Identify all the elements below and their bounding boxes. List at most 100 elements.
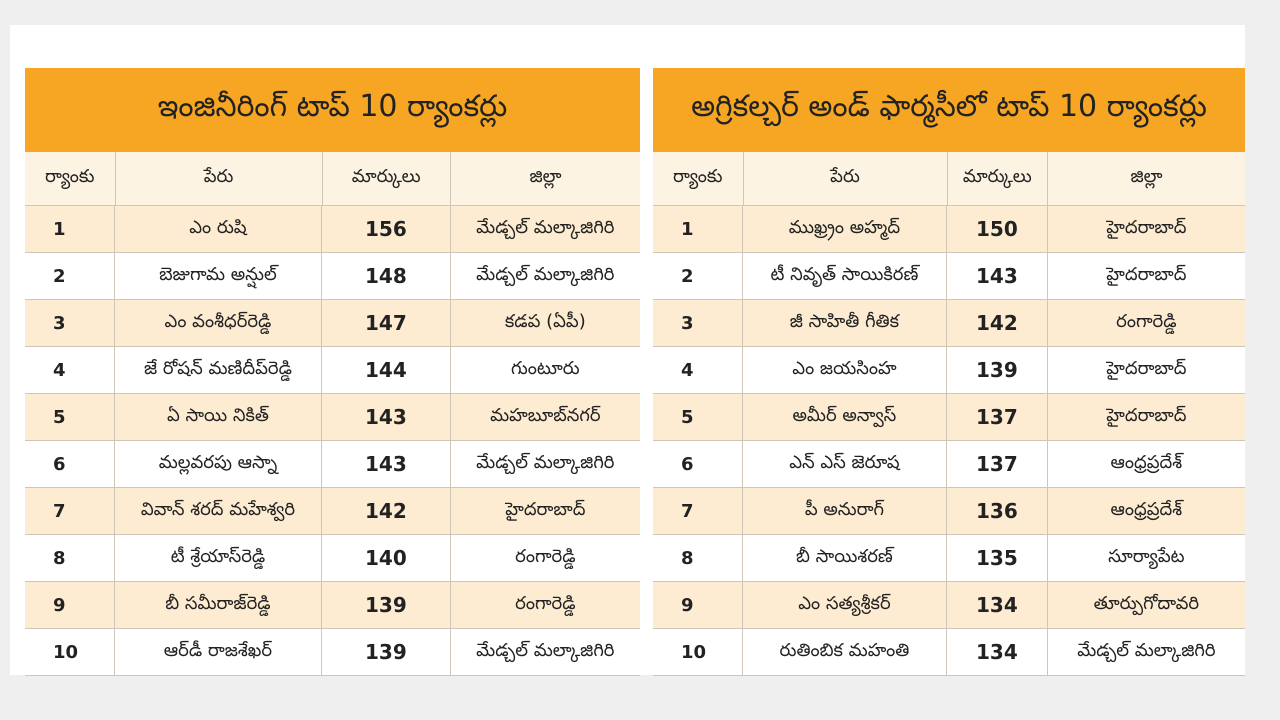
- data-row: 6 ఎన్ ఎస్ జెరూష 137 ఆంధ్రప్రదేశ్: [653, 441, 1245, 488]
- marks: 144: [322, 347, 451, 393]
- name: మల్లవరపు ఆస్నా: [115, 441, 323, 487]
- rank: 5: [25, 394, 115, 440]
- marks: 135: [947, 535, 1048, 581]
- marks: 143: [947, 253, 1048, 299]
- marks: 134: [947, 629, 1048, 675]
- rank: 7: [25, 488, 115, 534]
- marks: 139: [322, 582, 451, 628]
- rank: 10: [653, 629, 743, 675]
- district: ఆంధ్రప్రదేశ్: [1110, 451, 1183, 473]
- rank: 7: [653, 488, 743, 534]
- rank: 3: [653, 300, 743, 346]
- district: హైదరాబాద్: [505, 498, 586, 520]
- name: టీ శ్రేయాస్‌రెడ్డి: [115, 535, 323, 581]
- name: ఎన్ ఎస్ జెరూష: [743, 441, 948, 487]
- district: రంగారెడ్డి: [515, 592, 576, 614]
- district: మేడ్చల్ మల్కాజిగిరి: [476, 451, 615, 473]
- header-row: ర్యాంకు పేరు మార్కులు జిల్లా: [653, 152, 1245, 206]
- column-header: మార్కులు: [323, 152, 451, 205]
- table-title: అగ్రికల్చర్ అండ్ ఫార్మసీలో టాప్ 10 ర్యాం…: [653, 68, 1245, 152]
- name: బీ సాయిశరణ్: [743, 535, 948, 581]
- column-header: ర్యాంకు: [653, 152, 744, 205]
- district: హైదరాబాద్: [1106, 404, 1187, 426]
- district: మేడ్చల్ మల్కాజిగిరి: [476, 639, 615, 661]
- name: జీ సాహితీ గీతిక: [743, 300, 948, 346]
- data-row: 10 ఆర్‌డీ రాజశేఖర్ 139 మేడ్చల్ మల్కాజిగిరి: [25, 629, 640, 676]
- marks: 136: [947, 488, 1048, 534]
- marks: 137: [947, 441, 1048, 487]
- name: పీ అనురాగ్: [743, 488, 948, 534]
- district: రంగారెడ్డి: [515, 545, 576, 567]
- data-row: 9 ఎం సత్యశ్రీకర్ 134 తూర్పుగోదావరి: [653, 582, 1245, 629]
- data-row: 1 ముఖ్ర్రం అహ్మద్ 150 హైదరాబాద్: [653, 206, 1245, 253]
- name: ఎం రుషి: [115, 206, 323, 252]
- marks: 137: [947, 394, 1048, 440]
- rank: 1: [25, 206, 115, 252]
- marks: 143: [322, 441, 451, 487]
- district: హైదరాబాద్: [1106, 263, 1187, 285]
- column-header: జిల్లా: [1130, 166, 1163, 187]
- district: గుంటూరు: [510, 357, 580, 379]
- data-row: 7 పీ అనురాగ్ 136 ఆంధ్రప్రదేశ్: [653, 488, 1245, 535]
- district: సూర్యాపేట: [1108, 545, 1185, 567]
- marks: 142: [947, 300, 1048, 346]
- data-row: 2 బెజుగామ అన్షుల్ 148 మేడ్చల్ మల్కాజిగిరి: [25, 253, 640, 300]
- name: ముఖ్ర్రం అహ్మద్: [743, 206, 948, 252]
- rank: 9: [25, 582, 115, 628]
- rank: 4: [25, 347, 115, 393]
- marks: 134: [947, 582, 1048, 628]
- marks: 150: [947, 206, 1048, 252]
- data-row: 8 టీ శ్రేయాస్‌రెడ్డి 140 రంగారెడ్డి: [25, 535, 640, 582]
- rank: 5: [653, 394, 743, 440]
- name: ఎం సత్యశ్రీకర్: [743, 582, 948, 628]
- district: మేడ్చల్ మల్కాజిగిరి: [1077, 639, 1216, 661]
- name: ఆర్‌డీ రాజశేఖర్: [115, 629, 323, 675]
- marks: 140: [322, 535, 451, 581]
- rank: 9: [653, 582, 743, 628]
- marks: 139: [322, 629, 451, 675]
- header-row: ర్యాంకు పేరు మార్కులు జిల్లా: [25, 152, 640, 206]
- data-row: 4 ఎం జయసింహ 139 హైదరాబాద్: [653, 347, 1245, 394]
- table-title: ఇంజినీరింగ్ టాప్ 10 ర్యాంకర్లు: [25, 68, 640, 152]
- data-row: 7 వివాన్ శరద్ మహేశ్వరి 142 హైదరాబాద్: [25, 488, 640, 535]
- column-header: జిల్లా: [529, 166, 562, 187]
- rank: 6: [25, 441, 115, 487]
- name: బీ సమీరాజ్‌రెడ్డి: [115, 582, 323, 628]
- data-row: 8 బీ సాయిశరణ్ 135 సూర్యాపేట: [653, 535, 1245, 582]
- rank: 6: [653, 441, 743, 487]
- data-row: 9 బీ సమీరాజ్‌రెడ్డి 139 రంగారెడ్డి: [25, 582, 640, 629]
- district: ఆంధ్రప్రదేశ్: [1110, 498, 1183, 520]
- data-row: 3 జీ సాహితీ గీతిక 142 రంగారెడ్డి: [653, 300, 1245, 347]
- district: కడప (ఏపీ): [504, 310, 586, 332]
- district: హైదరాబాద్: [1106, 357, 1187, 379]
- data-row: 1 ఎం రుషి 156 మేడ్చల్ మల్కాజిగిరి: [25, 206, 640, 253]
- district: మహబూబ్‌నగర్: [490, 404, 601, 426]
- data-row: 2 టీ నివృత్ సాయికిరణ్ 143 హైదరాబాద్: [653, 253, 1245, 300]
- name: అమీర్ అన్వాస్: [743, 394, 948, 440]
- district: మేడ్చల్ మల్కాజిగిరి: [476, 216, 615, 238]
- data-row: 4 జే రోషన్ మణిదీప్‌రెడ్డి 144 గుంటూరు: [25, 347, 640, 394]
- marks: 147: [322, 300, 451, 346]
- rank: 8: [25, 535, 115, 581]
- name: వివాన్ శరద్ మహేశ్వరి: [115, 488, 323, 534]
- marks: 156: [322, 206, 451, 252]
- marks: 139: [947, 347, 1048, 393]
- column-header: మార్కులు: [948, 152, 1049, 205]
- panel: ఇంజినీరింగ్ టాప్ 10 ర్యాంకర్లు ర్యాంకు పేర…: [10, 25, 1245, 676]
- column-header: పేరు: [116, 152, 323, 205]
- ranker-table: అగ్రికల్చర్ అండ్ ఫార్మసీలో టాప్ 10 ర్యాం…: [653, 68, 1245, 676]
- rank: 4: [653, 347, 743, 393]
- rank: 3: [25, 300, 115, 346]
- name: ఎం వంశీధర్‌రెడ్డి: [115, 300, 323, 346]
- name: ఎం జయసింహ: [743, 347, 948, 393]
- district: మేడ్చల్ మల్కాజిగిరి: [476, 263, 615, 285]
- rank: 1: [653, 206, 743, 252]
- name: టీ నివృత్ సాయికిరణ్: [743, 253, 948, 299]
- data-row: 6 మల్లవరపు ఆస్నా 143 మేడ్చల్ మల్కాజిగిరి: [25, 441, 640, 488]
- rank: 2: [25, 253, 115, 299]
- marks: 142: [322, 488, 451, 534]
- data-row: 3 ఎం వంశీధర్‌రెడ్డి 147 కడప (ఏపీ): [25, 300, 640, 347]
- name: బెజుగామ అన్షుల్: [115, 253, 323, 299]
- rank: 2: [653, 253, 743, 299]
